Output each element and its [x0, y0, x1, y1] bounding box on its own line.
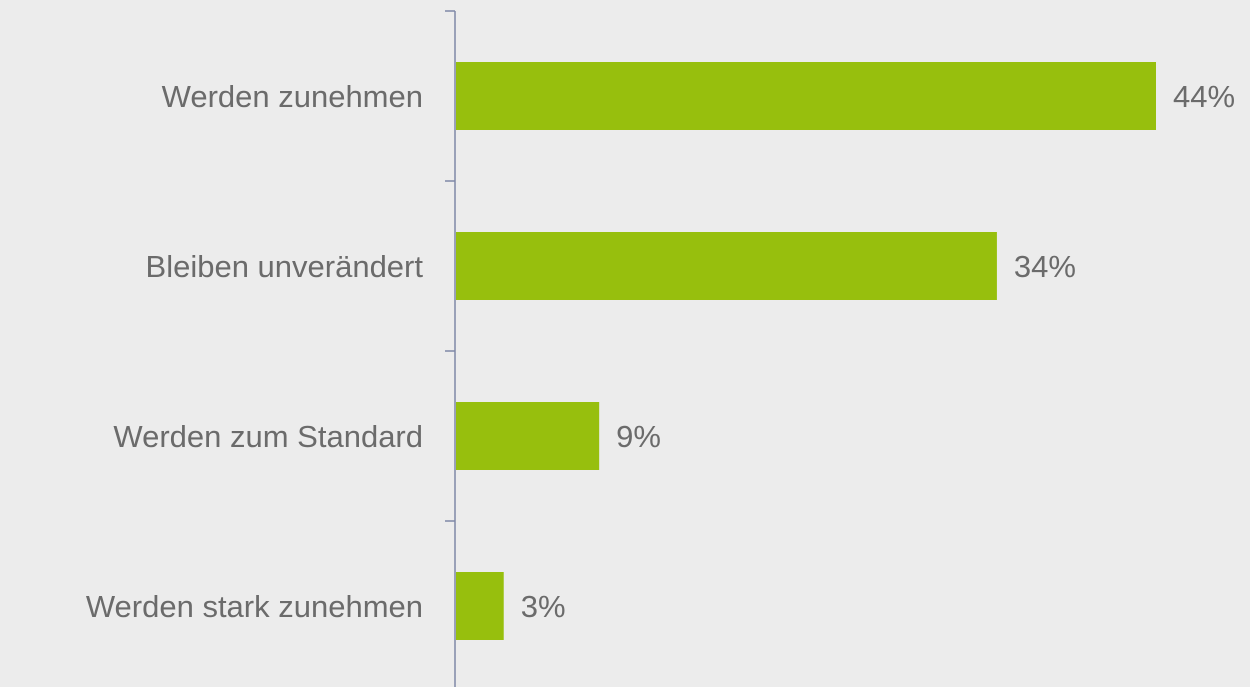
bar-4	[456, 572, 504, 640]
value-label-1: 44%	[1173, 79, 1235, 114]
bar-3	[456, 402, 600, 470]
category-label-3: Werden zum Standard	[113, 419, 423, 454]
category-label-4: Werden stark zunehmen	[86, 589, 423, 624]
bar-2	[456, 232, 997, 300]
value-label-2: 34%	[1014, 249, 1076, 284]
value-label-4: 3%	[521, 589, 566, 624]
value-label-3: 9%	[616, 419, 661, 454]
category-label-2: Bleiben unverändert	[146, 249, 424, 284]
category-label-1: Werden zunehmen	[162, 79, 423, 114]
bar-1	[456, 62, 1156, 130]
